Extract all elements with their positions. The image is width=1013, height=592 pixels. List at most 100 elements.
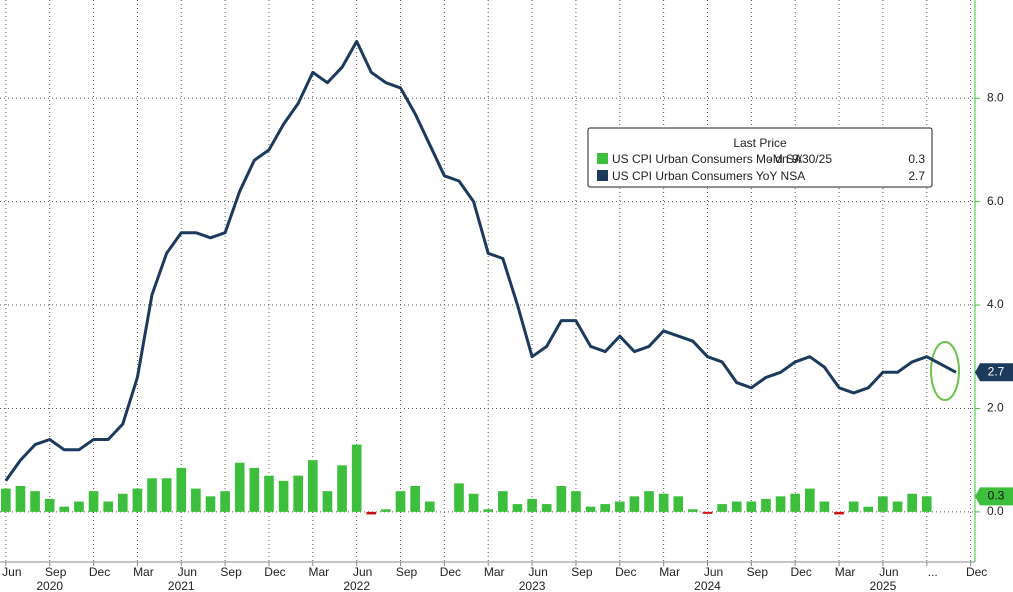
x-tick-label: Jun	[704, 565, 723, 579]
x-tick-label: Jun	[2, 565, 21, 579]
bar	[132, 488, 143, 512]
legend-value: 0.3	[908, 152, 925, 166]
x-tick-label: Jun	[879, 565, 898, 579]
bar	[205, 496, 216, 512]
bar	[307, 460, 318, 512]
line	[4, 39, 957, 482]
bar	[600, 504, 610, 512]
bar	[571, 491, 581, 512]
bar	[644, 491, 654, 512]
bar	[658, 493, 669, 512]
x-tick-label: Sep	[396, 565, 418, 579]
legend-label: US CPI Urban Consumers YoY NSA	[612, 169, 805, 183]
bar	[614, 501, 625, 512]
bar	[921, 496, 932, 512]
bar	[117, 493, 128, 512]
bar	[424, 501, 435, 512]
bar	[804, 488, 815, 512]
bar	[293, 475, 304, 512]
bar	[483, 509, 494, 512]
value-flag-label: 2.7	[988, 364, 1005, 378]
bar	[381, 509, 391, 512]
legend-note: - on 9/30/25	[768, 152, 832, 166]
bar	[395, 491, 406, 512]
x-tick-label: Jun	[528, 565, 547, 579]
bar	[15, 485, 26, 512]
bar	[527, 498, 537, 512]
bar	[74, 501, 84, 512]
x-tick-label: Sep	[571, 565, 593, 579]
bar	[410, 485, 420, 512]
bar	[498, 491, 508, 512]
legend-swatch	[597, 153, 608, 164]
y-tick-label: 8.0	[987, 90, 1004, 104]
bar	[585, 506, 596, 512]
bar	[103, 501, 113, 512]
x-tick-label: Dec	[440, 565, 461, 579]
bar	[264, 475, 274, 512]
x-tick-label: Mar	[308, 565, 329, 579]
bar	[907, 493, 917, 512]
bar	[176, 467, 187, 512]
bar	[59, 506, 70, 512]
x-tick-label: Sep	[45, 565, 67, 579]
year-label: 2022	[343, 579, 370, 592]
bar	[191, 488, 201, 512]
bar	[790, 493, 801, 512]
x-tick-label: ...	[928, 565, 938, 579]
bar	[556, 485, 567, 512]
bar	[512, 504, 523, 512]
bar	[878, 496, 888, 512]
bar	[761, 498, 771, 512]
y-tick-label: 0.0	[987, 504, 1004, 518]
x-tick-label: Dec	[615, 565, 636, 579]
year-label: 2025	[870, 579, 897, 592]
bar	[746, 501, 757, 512]
legend-value: 2.7	[908, 169, 925, 183]
legend-label: US CPI Urban Consumers MoM SA	[612, 152, 802, 166]
bar	[702, 511, 713, 514]
bar	[629, 496, 640, 512]
value-flag	[975, 487, 1013, 506]
x-tick-label: Jun	[353, 565, 372, 579]
value-flag-label: 0.3	[988, 489, 1005, 503]
bar	[541, 504, 552, 512]
legend-title: Last Price	[733, 136, 787, 150]
x-tick-label: Dec	[264, 565, 285, 579]
bar	[351, 444, 362, 512]
bar	[848, 501, 859, 512]
year-label: 2024	[694, 579, 721, 592]
bar	[249, 467, 260, 512]
bar	[775, 496, 786, 512]
bar	[819, 501, 830, 512]
year-label: 2021	[168, 579, 195, 592]
bar	[147, 478, 157, 512]
bar	[1, 488, 11, 512]
x-tick-label: Jun	[178, 565, 197, 579]
legend-swatch	[597, 170, 608, 181]
y-tick-label: 6.0	[987, 194, 1004, 208]
value-flag	[975, 363, 1013, 382]
x-tick-label: Sep	[220, 565, 242, 579]
bar	[337, 465, 347, 512]
year-label: 2023	[519, 579, 546, 592]
bar	[892, 501, 903, 512]
bar	[717, 504, 727, 512]
bar	[454, 483, 464, 512]
x-tick-label: Dec	[89, 565, 110, 579]
x-tick-label: Mar	[484, 565, 505, 579]
bar	[278, 480, 289, 512]
x-tick-label: Mar	[835, 565, 856, 579]
legend-box	[587, 127, 933, 188]
y-tick-label: 2.0	[987, 401, 1004, 415]
x-tick-label: Mar	[659, 565, 680, 579]
bar	[366, 511, 377, 515]
legend: Last Price US CPI Urban Consumers MoM SA…	[587, 127, 933, 188]
bar	[161, 478, 172, 512]
x-tick-label: Dec	[791, 565, 812, 579]
highlight-ellipse	[930, 341, 960, 401]
bar	[863, 506, 874, 512]
bar	[30, 491, 40, 512]
bar	[731, 501, 742, 512]
